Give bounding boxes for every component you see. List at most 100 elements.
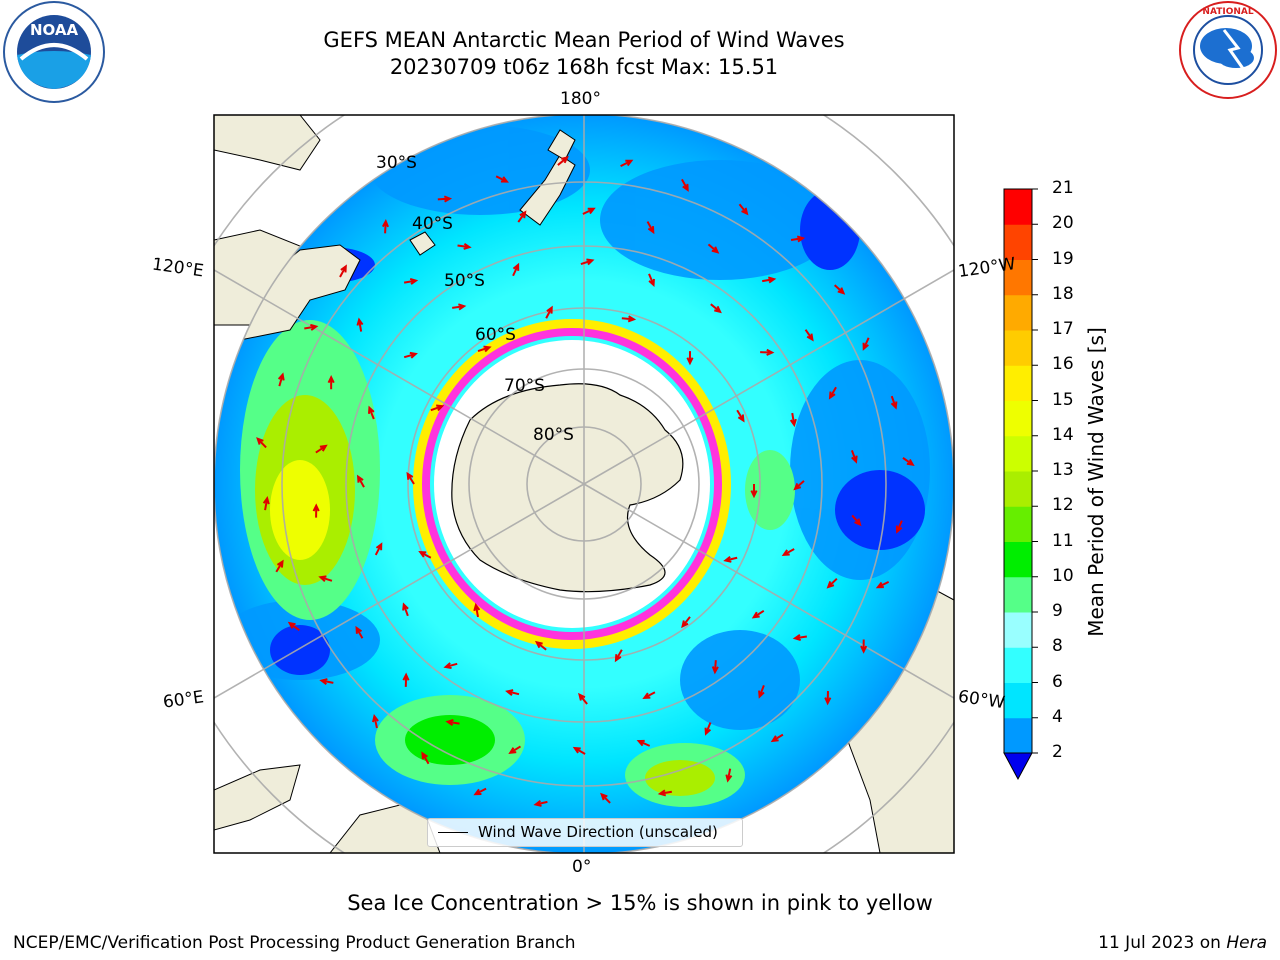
wind-wave-arrow xyxy=(600,792,611,804)
wind-wave-arrow xyxy=(826,577,838,589)
wind-wave-arrow xyxy=(750,484,758,499)
antarctica-land xyxy=(451,383,684,593)
colorbar-tick-label: 20 xyxy=(1052,213,1074,234)
wind-wave-arrow xyxy=(704,722,712,736)
map-title: GEFS MEAN Antarctic Mean Period of Wind … xyxy=(323,28,845,52)
wind-wave-arrow xyxy=(621,315,637,323)
wind-wave-arrow xyxy=(356,474,365,488)
wind-wave-arrow xyxy=(736,409,745,423)
colorbar-tick-label: 12 xyxy=(1052,495,1074,516)
wind-wave-arrow xyxy=(318,575,333,583)
wind-wave-arrow xyxy=(557,155,569,166)
colorbar-segment xyxy=(1004,189,1032,225)
wind-wave-arrow xyxy=(792,634,807,641)
wind-wave-arrow xyxy=(758,684,765,699)
wind-wave-arrow xyxy=(636,739,651,747)
colorbar-tick-label: 14 xyxy=(1052,424,1074,445)
colorbar-label: Mean Period of Wind Waves [s] xyxy=(1084,327,1108,637)
map-frame xyxy=(213,114,955,854)
wind-wave-arrow xyxy=(473,602,481,618)
colorbar-tick-label: 2 xyxy=(1052,742,1063,762)
wind-wave-arrow xyxy=(582,207,596,215)
wind-wave-arrow xyxy=(850,449,858,464)
wind-wave-arrow xyxy=(890,395,898,410)
colorbar-tick-label: 13 xyxy=(1052,460,1074,480)
colorbar xyxy=(1003,188,1038,781)
wind-wave-arrow xyxy=(381,219,389,234)
wind-wave-arrow xyxy=(287,621,300,632)
wind-wave-arrow xyxy=(580,258,595,266)
lat-label-30s: 30°S xyxy=(376,153,417,173)
wind-wave-arrow xyxy=(860,639,868,654)
wind-wave-arrow xyxy=(437,195,453,203)
wind-wave-arrow xyxy=(681,178,689,192)
lat-label-50s: 50°S xyxy=(444,271,485,291)
nws-logo: NATIONAL xyxy=(1179,1,1277,99)
wind-wave-arrow xyxy=(256,437,267,449)
wind-wave-arrow xyxy=(828,386,837,400)
wind-wave-arrow xyxy=(657,789,673,797)
noaa-logo: NOAA xyxy=(3,1,105,103)
colorbar-segment xyxy=(1004,471,1032,507)
colorbar-segment xyxy=(1004,647,1032,683)
colorbar-segment xyxy=(1004,717,1032,754)
wind-wave-arrow xyxy=(275,559,284,573)
wind-wave-arrow xyxy=(445,719,460,726)
colorbar-tick-label: 4 xyxy=(1052,706,1063,727)
wind-wave-arrow xyxy=(790,235,806,243)
wind-wave-arrow xyxy=(646,221,655,235)
colorbar-segment xyxy=(1004,294,1032,331)
footer-machine: Hera xyxy=(1226,933,1267,953)
wind-wave-arrow xyxy=(578,692,588,705)
wind-wave-arrow xyxy=(862,337,870,351)
colorbar-segment xyxy=(1004,400,1032,437)
long-period-patches xyxy=(240,320,795,807)
wind-wave-arrow xyxy=(681,616,691,629)
colorbar-segment xyxy=(1004,612,1032,648)
wind-wave-arrow xyxy=(824,691,832,706)
lon-label-0: 0° xyxy=(572,857,592,877)
wind-wave-arrow xyxy=(277,372,285,387)
lat-label-40s: 40°S xyxy=(412,214,453,234)
colorbar-segment xyxy=(1004,435,1032,472)
wind-wave-arrow xyxy=(372,714,379,729)
wind-wave-arrow xyxy=(315,444,328,454)
colorbar-tick-label: 16 xyxy=(1052,354,1074,375)
legend-line-icon xyxy=(438,832,468,833)
colorbar-tick-label: 18 xyxy=(1052,283,1074,304)
wind-wave-arrow xyxy=(374,542,383,556)
wind-wave-arrow xyxy=(403,277,419,285)
colorbar-tick-label: 15 xyxy=(1052,389,1074,410)
wind-wave-arrow xyxy=(902,457,915,467)
wind-wave-arrow xyxy=(770,733,784,743)
wind-wave-arrow xyxy=(477,345,492,353)
wind-wave-arrow xyxy=(762,276,777,284)
colorbar-segment xyxy=(1004,365,1032,401)
wind-wave-arrow xyxy=(781,548,795,557)
wind-wave-arrow xyxy=(355,625,364,639)
wind-wave-arrow xyxy=(642,691,656,700)
colorbar-segment xyxy=(1004,682,1032,719)
wind-wave-arrow xyxy=(473,787,487,796)
wind-wave-arrow xyxy=(804,329,814,342)
wind-wave-arrow xyxy=(495,175,509,183)
colorbar-segment xyxy=(1004,506,1032,542)
wind-wave-arrow xyxy=(533,799,548,807)
wind-wave-arrow xyxy=(620,159,634,167)
lat-label-60s: 60°S xyxy=(475,325,516,345)
wind-wave-arrow xyxy=(421,751,430,765)
footer-credit: NCEP/EMC/Verification Post Processing Pr… xyxy=(13,933,576,953)
lat-label-70s: 70°S xyxy=(504,376,545,396)
colorbar-segment xyxy=(1004,541,1032,578)
colorbar-tick-label: 19 xyxy=(1052,248,1074,269)
wind-wave-arrow xyxy=(723,555,738,563)
wind-wave-arrow xyxy=(760,348,775,356)
wind-wave-arrow xyxy=(517,210,527,223)
wind-wave-arrow xyxy=(327,375,335,390)
legend-label: Wind Wave Direction (unscaled) xyxy=(478,823,718,841)
wind-wave-arrow xyxy=(851,514,862,527)
map-legend: Wind Wave Direction (unscaled) xyxy=(427,818,743,847)
wind-wave-arrow xyxy=(686,351,694,366)
wind-wave-arrow xyxy=(367,405,375,420)
wind-wave-arrow xyxy=(614,649,623,663)
